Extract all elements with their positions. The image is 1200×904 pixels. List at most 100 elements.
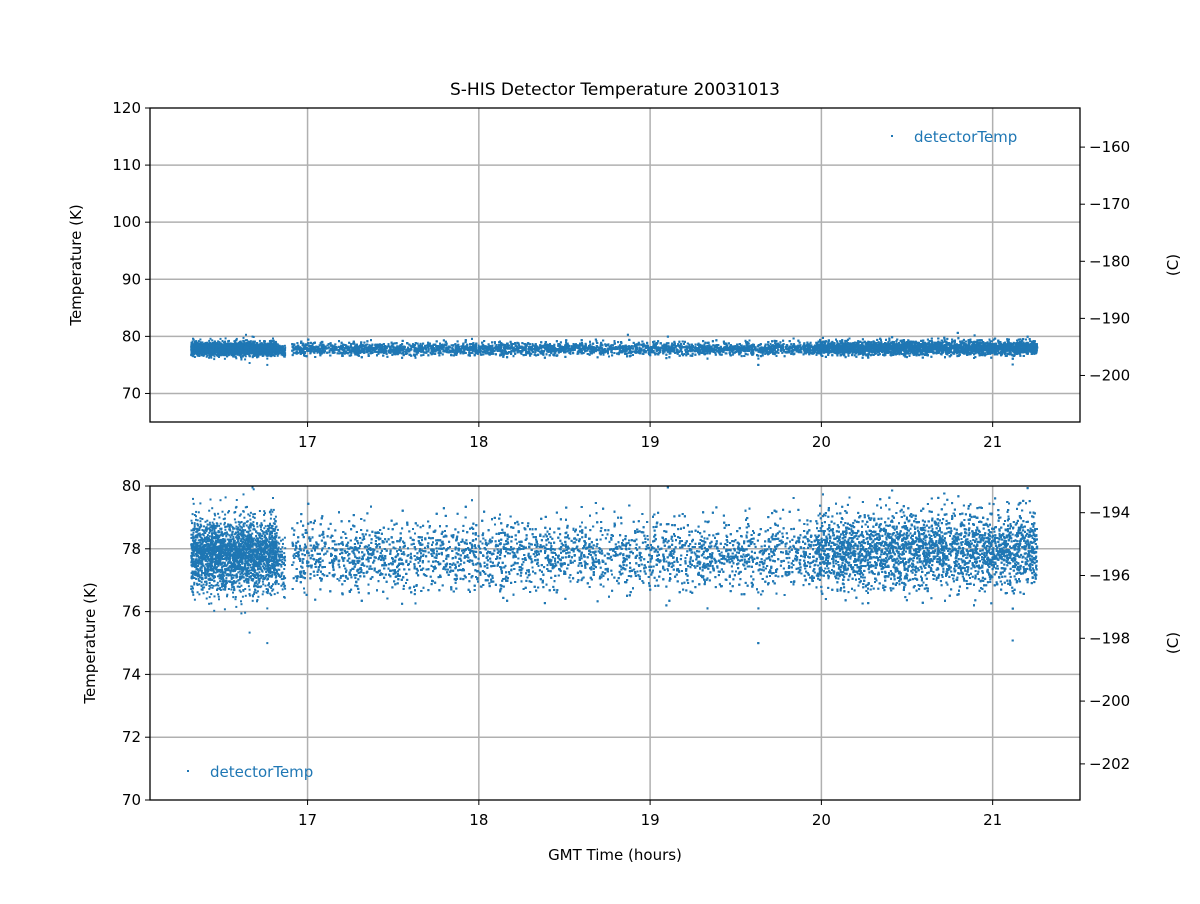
data-point (191, 352, 193, 354)
data-point (211, 339, 213, 341)
data-point (220, 338, 222, 340)
data-point (269, 351, 271, 353)
right-y-tick-label: −170 (1089, 195, 1130, 213)
data-point (237, 344, 239, 346)
data-point (239, 349, 241, 351)
data-point (234, 347, 236, 349)
right-y-tick-label: −180 (1089, 252, 1130, 270)
data-point (232, 351, 234, 353)
data-point (246, 339, 248, 341)
data-point (273, 340, 275, 342)
data-point (272, 338, 274, 340)
data-point (253, 343, 255, 345)
data-point (250, 349, 252, 351)
y-tick-label: 120 (112, 99, 141, 117)
y-tick-label: 100 (112, 213, 141, 231)
x-tick-label: 17 (298, 433, 317, 451)
data-point (240, 359, 242, 361)
data-point (222, 340, 224, 342)
data-point (192, 354, 194, 356)
y-tick-label: 70 (122, 384, 141, 402)
data-point (229, 353, 231, 355)
data-point (256, 353, 258, 355)
data-point (242, 354, 244, 356)
data-point (280, 345, 282, 347)
data-point (227, 342, 229, 344)
data-point (284, 349, 286, 351)
data-point (193, 347, 195, 349)
data-point (247, 347, 249, 349)
data-point (251, 345, 253, 347)
data-point (195, 352, 197, 354)
data-point (278, 350, 280, 352)
data-point (247, 349, 249, 351)
data-point (218, 343, 220, 345)
data-point (194, 350, 196, 352)
data-point (252, 353, 254, 355)
data-point (233, 354, 235, 356)
data-point (243, 337, 245, 339)
data-point (277, 355, 279, 357)
data-point (248, 351, 250, 353)
data-point (208, 357, 210, 359)
data-point (227, 347, 229, 349)
data-point (261, 348, 263, 350)
data-point (282, 354, 284, 356)
data-point (239, 345, 241, 347)
data-point (229, 346, 231, 348)
data-point (206, 345, 208, 347)
data-point (259, 349, 261, 351)
data-point (251, 342, 253, 344)
data-point (217, 340, 219, 342)
data-point (191, 343, 193, 345)
data-point (273, 351, 275, 353)
data-point (200, 343, 202, 345)
data-point (229, 351, 231, 353)
data-point (274, 342, 276, 344)
data-point (245, 334, 247, 336)
data-point (243, 341, 245, 343)
data-point (269, 344, 271, 346)
data-point (257, 347, 259, 349)
data-point (195, 341, 197, 343)
data-point (190, 354, 192, 356)
data-point (218, 356, 220, 358)
data-point (247, 344, 249, 346)
data-point (267, 348, 269, 350)
data-point (224, 341, 226, 343)
data-point (284, 354, 286, 356)
data-point (281, 348, 283, 350)
data-point (214, 355, 216, 357)
data-point (214, 340, 216, 342)
data-point (219, 349, 221, 351)
data-point (210, 355, 212, 357)
data-point (235, 348, 237, 350)
data-point (269, 342, 271, 344)
data-point (203, 353, 205, 355)
data-point (232, 349, 234, 351)
data-point (251, 347, 253, 349)
data-point (217, 351, 219, 353)
right-y-tick-label: −160 (1089, 138, 1130, 156)
data-point (211, 345, 213, 347)
data-point (245, 355, 247, 357)
data-point (237, 351, 239, 353)
data-point (267, 355, 269, 357)
data-point (194, 356, 196, 358)
data-point (221, 344, 223, 346)
data-point (211, 349, 213, 351)
data-point (207, 351, 209, 353)
data-point (267, 350, 269, 352)
data-point (263, 349, 265, 351)
data-point (266, 358, 268, 360)
data-point (252, 336, 254, 338)
data-point (225, 353, 227, 355)
data-point (266, 364, 268, 366)
data-point (263, 341, 265, 343)
chart-title: S-HIS Detector Temperature 20031013 (450, 80, 780, 100)
data-point (259, 340, 261, 342)
data-point (201, 352, 203, 354)
x-tick-label: 19 (641, 433, 660, 451)
data-point (202, 350, 204, 352)
data-point (228, 349, 230, 351)
